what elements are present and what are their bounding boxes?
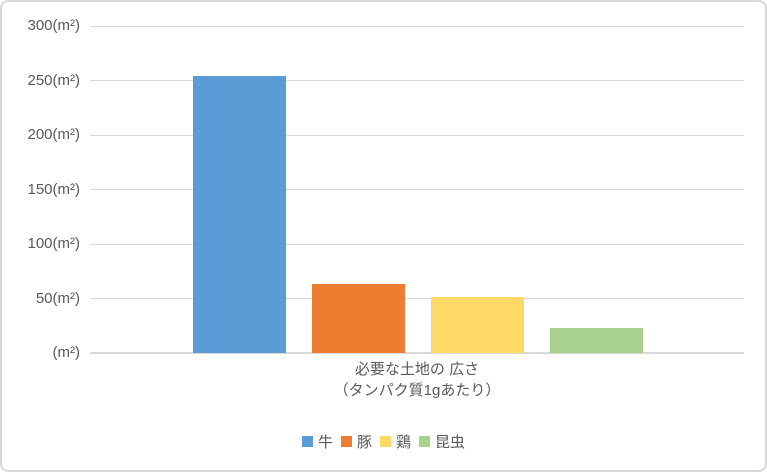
gridline-150 <box>90 189 744 190</box>
gridline-100 <box>90 243 744 245</box>
gridline-300 <box>90 25 744 27</box>
legend-label-pig: 豚 <box>356 433 372 451</box>
bar-cow <box>193 76 286 353</box>
legend-item-chicken: 鶏 <box>380 431 411 452</box>
bar-insect <box>550 327 643 353</box>
legend-item-pig: 豚 <box>340 431 372 452</box>
legend-item-cow: 牛 <box>301 431 333 452</box>
y-tick-label-250: 250(m²) <box>27 71 80 89</box>
bar-pig <box>312 284 405 353</box>
y-tick-label-300: 300(m²) <box>27 17 80 34</box>
legend-label-chicken: 鶏 <box>396 433 412 451</box>
y-tick-label-50: 50(m²) <box>35 289 80 307</box>
x-axis-title: 必要な土地の 広さ （タンパク質1gあたり） <box>217 359 617 401</box>
y-tick-label-150: 150(m²) <box>27 180 80 198</box>
gridline-50 <box>90 298 744 299</box>
gridline-250 <box>90 80 744 81</box>
x-axis-title-line-2: （タンパク質1gあたり） <box>333 382 501 399</box>
gridline-0 <box>90 352 744 354</box>
x-axis-title-line-1: 必要な土地の 広さ <box>354 361 480 378</box>
y-tick-label-0: (m²) <box>52 344 80 361</box>
legend-item-insect: 昆虫 <box>419 431 465 452</box>
legend-swatch-chicken-icon <box>380 435 391 447</box>
legend: 牛 豚 鶏 昆虫 <box>2 431 765 452</box>
bar-chicken <box>431 297 524 353</box>
legend-label-cow: 牛 <box>317 433 333 451</box>
legend-swatch-insect-icon <box>419 435 431 447</box>
legend-label-insect: 昆虫 <box>435 433 466 451</box>
y-tick-label-100: 100(m²) <box>27 235 80 252</box>
legend-swatch-cow-icon <box>301 435 313 447</box>
legend-swatch-pig-icon <box>340 435 352 447</box>
y-tick-label-200: 200(m²) <box>27 126 80 143</box>
gridline-200 <box>90 134 744 136</box>
